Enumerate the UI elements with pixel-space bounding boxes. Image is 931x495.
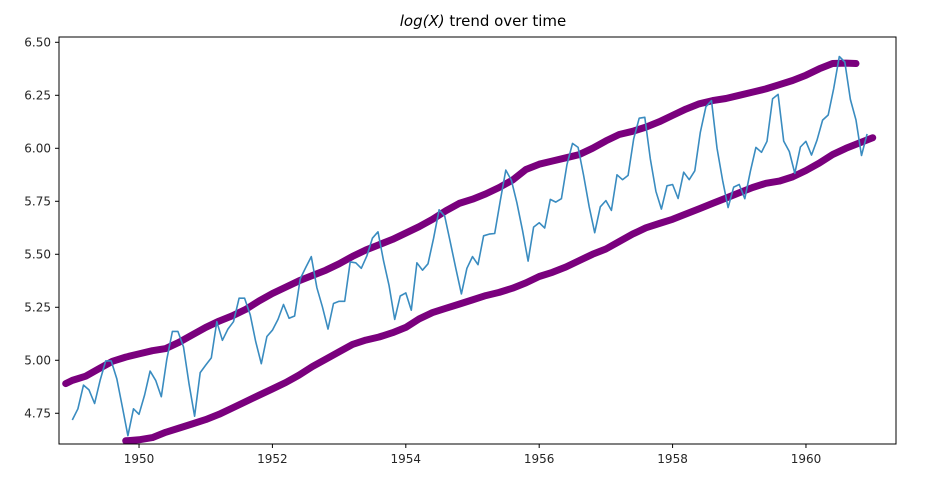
chart-title-math: log(X) <box>400 12 445 30</box>
x-tick-label: 1960 <box>791 452 822 466</box>
y-tick-label: 6.50 <box>24 35 51 49</box>
axes-frame <box>58 36 897 445</box>
y-tick-label: 5.50 <box>24 247 51 261</box>
chart-title-rest: trend over time <box>445 12 567 30</box>
data-layer <box>62 55 877 445</box>
envelope-lower-line <box>122 134 877 445</box>
x-tick-label: 1958 <box>657 452 688 466</box>
envelope-upper-line <box>62 59 860 388</box>
x-tick-label: 1950 <box>124 452 155 466</box>
tick-layer: 1950 1952 1954 1956 1958 1960 4.75 5.00 5.25 5.50… <box>24 35 821 466</box>
series-line <box>71 55 868 437</box>
x-tick-label: 1952 <box>257 452 288 466</box>
x-tick-label: 1954 <box>391 452 422 466</box>
x-tick-label: 1956 <box>524 452 555 466</box>
y-tick-label: 5.00 <box>24 353 51 367</box>
y-tick-label: 6.25 <box>24 88 51 102</box>
chart-title: log(X) trend over time <box>400 12 566 30</box>
y-tick-label: 4.75 <box>24 406 51 420</box>
y-tick-label: 5.75 <box>24 194 51 208</box>
y-tick-label: 5.25 <box>24 300 51 314</box>
y-tick-label: 6.00 <box>24 141 51 155</box>
